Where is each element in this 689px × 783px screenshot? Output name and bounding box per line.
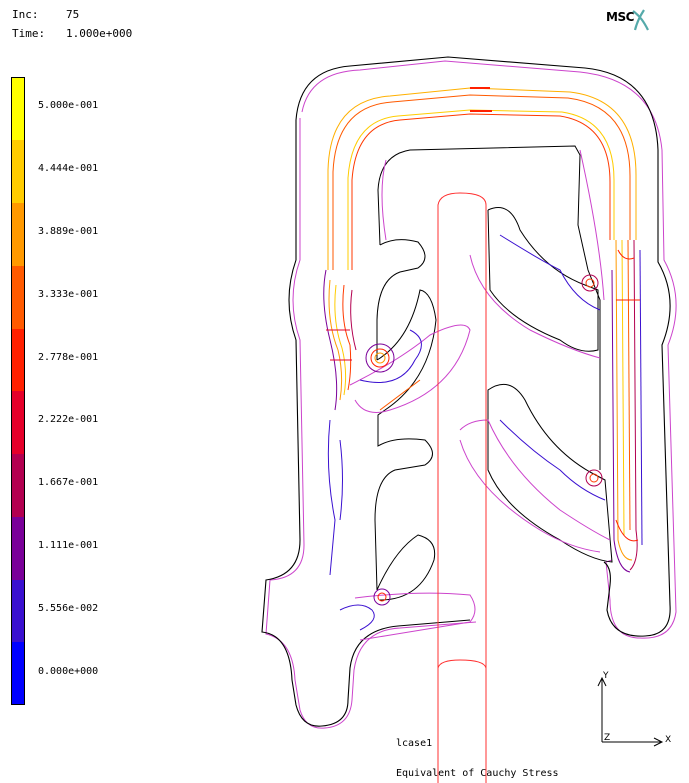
time-readout: Time: 1.000e+000 [12,27,132,40]
right-lower-arm-outline [487,383,613,563]
coordinate-triad-icon [597,676,664,747]
right-arm-deformed [381,149,611,553]
legend-tick-label: 3.889e-001 [38,226,99,237]
legend-swatch [12,203,24,266]
axis-y-label: Y [603,671,609,681]
legend-tick-label: 1.667e-001 [38,477,99,488]
legend-swatch [12,140,24,203]
stress-contours-left-column [323,269,357,576]
increment-label: Inc: [12,8,39,21]
msc-logo-swoosh-icon [632,9,649,31]
legend-tick-label: 4.444e-001 [38,163,99,174]
increment-value: 75 [66,8,80,21]
legend-swatch [12,329,24,391]
left-arm-deformed [349,324,476,641]
result-name-label: Equivalent of Cauchy Stress [396,768,559,779]
time-label: Time: [12,27,46,40]
stress-contours-right-column [611,239,643,573]
axis-z-label: Z [604,733,611,743]
right-upper-arm-outline [487,207,599,352]
stress-contours-top [327,87,637,270]
inner-loop-outline [376,145,601,470]
legend-swatch [12,517,24,580]
legend-swatch [12,391,24,454]
legend-swatch [12,266,24,329]
stress-concentrations [339,234,606,631]
outer-outline [261,56,671,727]
legend-swatch [12,454,24,517]
legend-swatch [12,78,24,140]
legend-swatch [12,580,24,642]
legend-tick-label: 1.111e-001 [38,540,99,551]
legend-tick-label: 2.778e-001 [38,352,99,363]
contour-legend-bar [11,77,25,705]
legend-tick-label: 2.222e-001 [38,414,99,425]
time-value: 1.000e+000 [66,27,133,40]
axis-x-label: X [665,735,672,745]
msc-logo: MSC [606,8,652,32]
outer-outline-deformed [265,60,677,729]
load-case-label: lcase1 [396,738,433,749]
legend-tick-label: 5.556e-002 [38,603,99,614]
increment-readout: Inc: 75 [12,8,79,21]
center-pin [437,192,487,783]
left-arm-outline [374,289,437,601]
msc-logo-text: MSC [606,10,634,24]
legend-tick-label: 3.333e-001 [38,289,99,300]
legend-swatch [12,642,24,704]
legend-tick-label: 0.000e+000 [38,666,99,677]
legend-tick-label: 5.000e-001 [38,100,99,111]
